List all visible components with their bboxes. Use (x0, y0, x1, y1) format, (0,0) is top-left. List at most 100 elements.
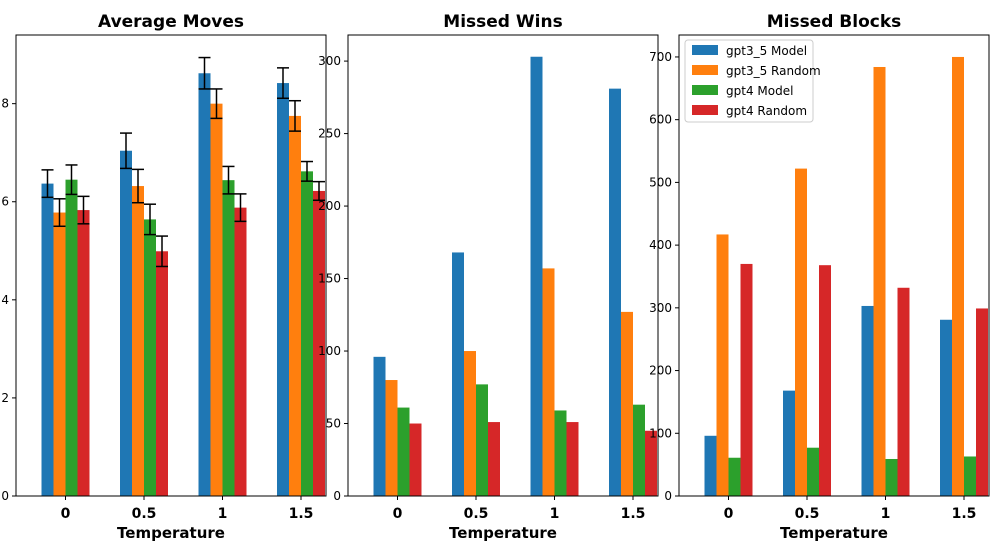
legend-swatch-gpt3_5-model (692, 45, 718, 55)
bar-gpt4-random-0 (77, 210, 90, 496)
bar-gpt4-random-1-5 (645, 430, 657, 496)
chart-title: Missed Wins (443, 12, 562, 32)
bar-gpt3-5-model-0-5 (452, 252, 464, 496)
bar-gpt4-random-1 (897, 287, 910, 496)
bar-gpt4-model-0-5 (476, 384, 488, 496)
bar-gpt4-random-1-5 (313, 190, 325, 496)
bar-gpt3-5-random-0 (385, 380, 398, 496)
bar-gpt4-model-0-5 (807, 447, 819, 496)
y-tick-label: 8 (1, 97, 9, 111)
x-tick-label: 1.5 (952, 506, 977, 522)
bar-gpt3-5-random-1-5 (952, 56, 964, 496)
legend-label-gpt3_5-random: gpt3_5 Random (726, 64, 821, 78)
y-tick-label: 250 (318, 127, 341, 141)
y-tick-label: 150 (318, 272, 341, 286)
bar-gpt3-5-model-0-5 (120, 150, 132, 497)
y-tick-label: 500 (649, 175, 672, 189)
bar-gpt4-random-0-5 (819, 265, 831, 496)
y-tick-label: 6 (1, 195, 9, 209)
axes-frame (347, 34, 659, 497)
legend-swatch-gpt4-model (692, 85, 718, 95)
y-tick-label: 300 (318, 54, 341, 68)
bar-gpt4-model-1-5 (964, 456, 976, 496)
error-bar-gpt3-5-random-0 (53, 198, 66, 228)
error-bar-gpt3-5-random-1-5 (289, 99, 301, 132)
bar-gpt4-model-1 (222, 180, 235, 496)
x-tick-label: 0 (61, 506, 71, 522)
bar-gpt3-5-model-0 (41, 183, 54, 496)
chart-title: Average Moves (98, 12, 244, 32)
bar-gpt3-5-model-0-5 (783, 390, 795, 496)
error-bar-gpt4-random-1-5 (313, 180, 325, 202)
legend: gpt3_5 Model gpt3_5 Random gpt4 Model gp… (684, 39, 821, 123)
x-axis-label: Temperature (780, 524, 888, 542)
y-tick-label: 0 (333, 489, 341, 503)
error-bar-gpt3-5-model-1 (198, 56, 211, 90)
y-axis-ticks: 0 100 200 300 400 500 600 700 (649, 50, 679, 503)
bar-gpt4-model-1 (554, 410, 567, 496)
bar-gpt4-random-1 (234, 207, 247, 496)
error-bars (41, 56, 325, 268)
bar-gpt4-model-1 (885, 458, 898, 496)
bar-gpt4-random-0 (409, 423, 422, 496)
y-tick-label: 50 (326, 417, 341, 431)
x-tick-label: 0.5 (464, 506, 489, 522)
bar-gpt3-5-model-1-5 (940, 319, 952, 496)
y-axis-ticks: 0 50 100 150 200 250 300 (318, 54, 348, 503)
y-tick-label: 0 (664, 489, 672, 503)
bar-gpt4-model-0 (728, 457, 741, 496)
x-tick-label: 1 (550, 506, 560, 522)
error-bar-gpt4-model-1-5 (301, 160, 313, 182)
bar-gpt4-random-0-5 (156, 251, 168, 496)
error-bar-gpt4-random-1 (234, 193, 247, 223)
bar-gpt3-5-random-0-5 (464, 351, 476, 496)
error-bar-gpt3-5-model-1-5 (277, 67, 289, 100)
bar-gpt3-5-model-1 (861, 305, 874, 496)
y-tick-label: 700 (649, 50, 672, 64)
x-axis-label: Temperature (117, 524, 225, 542)
legend-swatch-gpt3_5-random (692, 65, 718, 75)
legend-label-gpt4-model: gpt4 Model (726, 84, 793, 98)
legend-swatch-gpt4-random (692, 105, 718, 115)
bar-gpt4-model-1-5 (633, 404, 645, 496)
bar-gpt3-5-random-1-5 (289, 115, 301, 496)
axes-frame (15, 34, 327, 497)
bar-gpt3-5-model-0 (704, 435, 717, 496)
legend-label-gpt3_5-model: gpt3_5 Model (726, 44, 807, 58)
y-tick-label: 100 (649, 426, 672, 440)
error-bar-gpt4-model-0 (65, 164, 78, 196)
bar-gpt3-5-model-1-5 (277, 83, 289, 496)
legend-label-gpt4-random: gpt4 Random (726, 104, 807, 118)
y-tick-label: 2 (1, 391, 9, 405)
bar-gpt3-5-model-0 (373, 356, 386, 496)
chart-title: Missed Blocks (767, 12, 902, 32)
x-axis-ticks: 0 0.5 1 1.5 (393, 496, 646, 522)
bar-gpt3-5-random-0-5 (795, 168, 807, 496)
x-tick-label: 1.5 (621, 506, 646, 522)
bar-gpt3-5-random-1 (542, 268, 555, 496)
y-tick-label: 0 (1, 489, 9, 503)
error-bar-gpt3-5-random-1 (210, 88, 223, 120)
bar-gpt3-5-model-1-5 (609, 88, 621, 496)
error-bar-gpt4-random-0 (77, 195, 90, 225)
y-tick-label: 100 (318, 344, 341, 358)
y-tick-label: 300 (649, 301, 672, 315)
axes-frame (678, 34, 990, 497)
error-bar-gpt4-model-0-5 (144, 203, 156, 236)
x-tick-label: 1 (218, 506, 228, 522)
x-axis-ticks: 0 0.5 1 1.5 (724, 496, 977, 522)
bar-gpt4-random-1-5 (976, 308, 988, 496)
x-axis-label: Temperature (449, 524, 557, 542)
bars (41, 73, 325, 497)
bar-gpt3-5-random-1 (210, 103, 223, 496)
bar-gpt3-5-model-1 (530, 56, 543, 497)
bar-gpt4-random-0-5 (488, 422, 500, 496)
bars (704, 56, 988, 496)
bar-gpt4-random-0 (740, 263, 753, 496)
bar-gpt3-5-random-1-5 (621, 311, 633, 496)
error-bar-gpt4-random-0-5 (156, 235, 168, 268)
bar-gpt4-model-0 (65, 179, 78, 496)
x-tick-label: 0.5 (132, 506, 157, 522)
x-tick-label: 1 (881, 506, 891, 522)
